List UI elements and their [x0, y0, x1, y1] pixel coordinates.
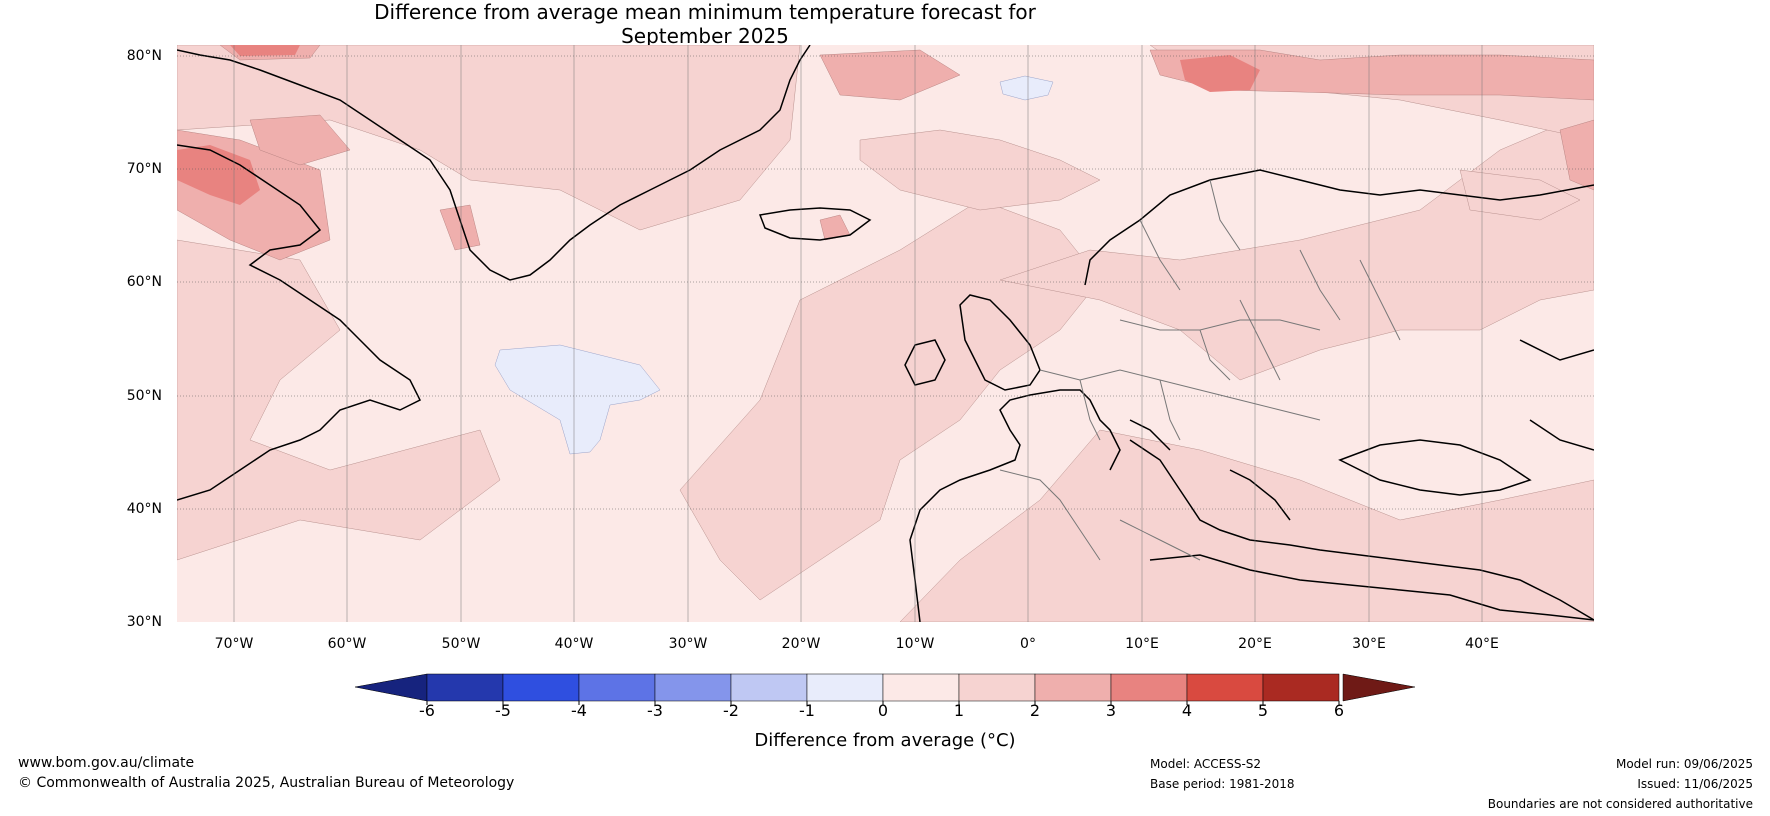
- footer-model: Model: ACCESS-S2: [1150, 757, 1262, 771]
- colorbar-cell: [1110, 673, 1188, 702]
- graticule: [177, 55, 1594, 510]
- coastlines: [177, 45, 1594, 622]
- footer-model-run: Model run: 09/06/2025: [1615, 757, 1753, 771]
- colorbar-label: Difference from average (°C): [754, 730, 1016, 751]
- lon-label-10e: 10°E: [1125, 636, 1159, 652]
- lon-label-60w: 60°W: [327, 636, 367, 652]
- anomaly-band-3-4: [177, 45, 1260, 205]
- lat-label-60n: 60°N: [126, 274, 162, 290]
- colorbar-tick-label: -5: [495, 701, 511, 720]
- meridians: [233, 45, 1483, 622]
- lat-label-70n: 70°N: [126, 161, 162, 177]
- footer-copyright: © Commonwealth of Australia 2025, Austra…: [18, 775, 515, 791]
- colorbar-cell: [654, 673, 732, 702]
- colorbar-over-arrow: [1342, 673, 1416, 702]
- colorbar-cell: [502, 673, 580, 702]
- lon-label-40w: 40°W: [554, 636, 594, 652]
- colorbar-cell: [578, 673, 656, 702]
- lat-label-40n: 40°N: [126, 501, 162, 517]
- colorbar-under-arrow: [354, 673, 428, 702]
- colorbar-tick-label: 1: [953, 701, 965, 720]
- footer-url: www.bom.gov.au/climate: [18, 755, 195, 771]
- colorbar-tick-label: -1: [799, 701, 815, 720]
- footer-base-period: Base period: 1981-2018: [1150, 777, 1295, 791]
- colorbar-tick-label: -3: [647, 701, 663, 720]
- lon-label-10w: 10°W: [895, 636, 935, 652]
- country-borders: [999, 179, 1401, 561]
- colorbar-tick-label: 6: [1333, 701, 1345, 720]
- colorbar-tick-label: 3: [1105, 701, 1117, 720]
- colorbar-cell: [426, 673, 504, 702]
- lon-label-20w: 20°W: [781, 636, 821, 652]
- footer-disclaimer: Boundaries are not considered authoritat…: [1487, 797, 1753, 811]
- map-title: Difference from average mean minimum tem…: [0, 0, 1410, 48]
- lon-label-20e: 20°E: [1238, 636, 1272, 652]
- colorbar-tick-label: -6: [419, 701, 435, 720]
- colorbar-cell: [1186, 673, 1264, 702]
- colorbar-tick-label: 5: [1257, 701, 1269, 720]
- colorbar-cell: [1034, 673, 1112, 702]
- lon-label-40e: 40°E: [1465, 636, 1499, 652]
- lon-label-30w: 30°W: [668, 636, 708, 652]
- map-title-line1: Difference from average mean minimum tem…: [374, 0, 1036, 24]
- map-title-line2: September 2025: [621, 24, 789, 48]
- colorbar-cell: [730, 673, 808, 702]
- lat-label-80n: 80°N: [126, 48, 162, 64]
- colorbar-cell: [958, 673, 1036, 702]
- lon-label-30e: 30°E: [1352, 636, 1386, 652]
- colorbar-cell: [882, 673, 960, 702]
- lon-label-0: 0°: [1020, 636, 1036, 652]
- lon-label-70w: 70°W: [214, 636, 254, 652]
- colorbar-tick-label: 0: [877, 701, 889, 720]
- colorbar-tick-label: 2: [1029, 701, 1041, 720]
- footer-issued: Issued: 11/06/2025: [1637, 777, 1753, 791]
- colorbar-tick-label: 4: [1181, 701, 1193, 720]
- lat-label-50n: 50°N: [126, 388, 162, 404]
- colorbar-cell: [1262, 673, 1340, 702]
- lat-label-30n: 30°N: [126, 614, 162, 630]
- colorbar-tick-label: -4: [571, 701, 587, 720]
- anomaly-band-1-2: [177, 45, 1594, 622]
- colorbar-tick-label: -2: [723, 701, 739, 720]
- lon-label-50w: 50°W: [441, 636, 481, 652]
- colorbar-cell: [806, 673, 884, 702]
- anomaly-band-neg1-0: [494, 75, 1054, 455]
